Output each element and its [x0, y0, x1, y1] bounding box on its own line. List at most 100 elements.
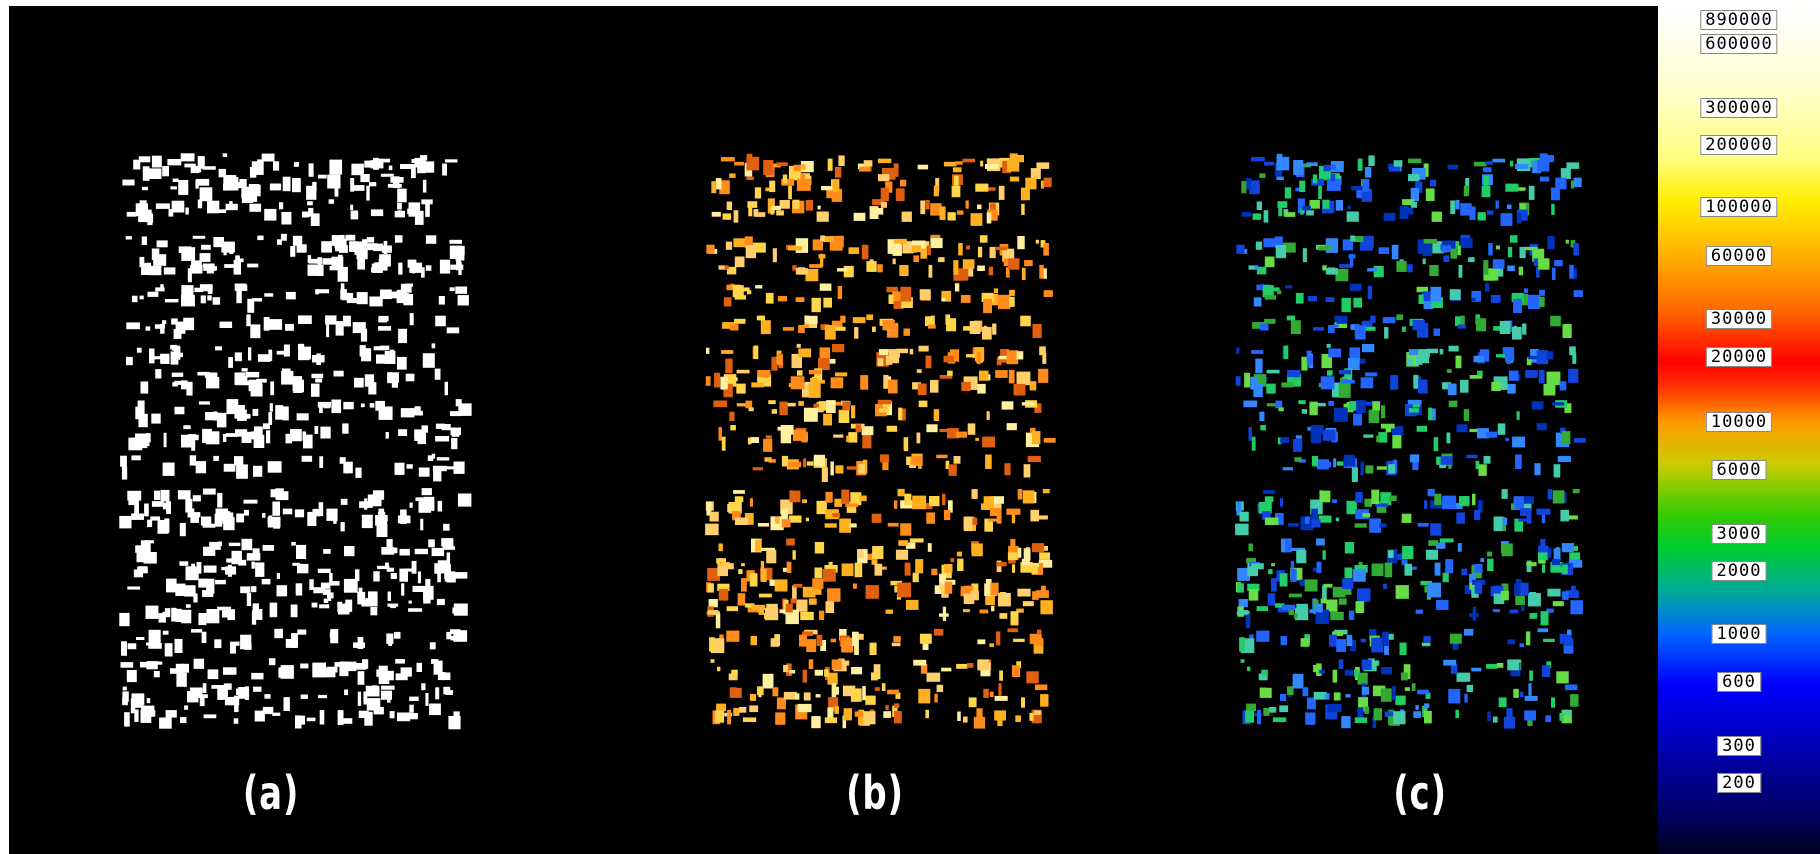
facade-bright-patch — [1373, 708, 1382, 721]
facade-bright-patch — [1239, 511, 1249, 522]
facade-bright-patch — [1436, 456, 1445, 465]
facade-bright-patch — [900, 286, 912, 302]
facade-bright-patch — [1252, 213, 1262, 220]
facade-bright-patch — [788, 515, 802, 523]
facade-bright-patch — [439, 259, 451, 274]
facade-bright-patch — [351, 163, 364, 176]
facade-bright-patch — [252, 603, 259, 614]
facade-bright-patch — [331, 399, 342, 414]
facade-bright-patch — [350, 204, 354, 210]
facade-bright-patch — [1349, 401, 1359, 411]
facade-bright-patch — [195, 461, 207, 474]
facade-bright-patch — [1352, 236, 1364, 243]
facade-bright-patch — [1564, 710, 1571, 715]
panel-a-label: (a) — [242, 766, 300, 820]
facade-bright-patch — [874, 563, 883, 576]
facade-bright-patch — [312, 662, 326, 678]
facade-bright-patch — [437, 569, 441, 583]
facade-bright-patch — [903, 437, 909, 452]
facade-bright-patch — [885, 401, 892, 416]
facade-bright-patch — [307, 201, 313, 206]
facade-bright-patch — [291, 542, 296, 546]
panel-a-binary-image — [119, 153, 472, 730]
facade-bright-patch — [409, 262, 423, 273]
facade-bright-patch — [941, 667, 952, 672]
facade-bright-patch — [191, 436, 196, 451]
facade-bright-patch — [843, 265, 854, 278]
facade-bright-patch — [1453, 502, 1463, 510]
facade-bright-patch — [1326, 343, 1331, 348]
facade-bright-patch — [1354, 325, 1366, 340]
facade-bright-patch — [387, 372, 399, 383]
facade-bright-patch — [334, 187, 339, 197]
facade-bright-patch — [1021, 267, 1026, 280]
facade-bright-patch — [1417, 689, 1429, 695]
facade-bright-patch — [725, 241, 733, 250]
facade-bright-patch — [869, 206, 879, 219]
facade-bright-patch — [996, 357, 1002, 366]
facade-bright-patch — [157, 520, 169, 534]
facade-bright-patch — [819, 401, 829, 411]
facade-bright-patch — [1425, 692, 1431, 699]
facade-bright-patch — [1569, 552, 1580, 560]
facade-bright-patch — [155, 254, 159, 261]
facade-bright-patch — [366, 237, 375, 243]
facade-bright-patch — [171, 318, 178, 325]
facade-bright-patch — [1491, 382, 1501, 391]
facade-bright-patch — [312, 508, 320, 517]
facade-bright-patch — [913, 659, 927, 666]
facade-bright-patch — [1004, 463, 1011, 476]
facade-bright-patch — [1561, 709, 1572, 724]
facade-bright-patch — [1427, 488, 1435, 497]
facade-bright-patch — [835, 372, 848, 377]
colorbar-tick: 60000 — [1705, 246, 1773, 266]
facade-bright-patch — [983, 496, 994, 510]
facade-bright-patch — [394, 235, 403, 243]
facade-bright-patch — [1027, 455, 1041, 463]
facade-bright-patch — [877, 264, 883, 273]
facade-bright-patch — [795, 297, 805, 302]
facade-bright-patch — [1445, 559, 1454, 574]
facade-bright-patch — [366, 185, 370, 201]
facade-bright-patch — [437, 560, 450, 574]
facade-bright-patch — [442, 163, 447, 176]
facade-bright-patch — [800, 611, 814, 621]
facade-bright-patch — [1515, 593, 1525, 606]
facade-bright-patch — [394, 631, 401, 639]
facade-bright-patch — [997, 593, 1011, 607]
facade-bright-patch — [721, 350, 734, 354]
facade-bright-patch — [334, 662, 343, 667]
facade-bright-patch — [357, 636, 364, 649]
facade-bright-patch — [1487, 558, 1494, 572]
facade-bright-patch — [1466, 454, 1478, 459]
facade-bright-patch — [349, 241, 359, 252]
facade-bright-patch — [976, 352, 981, 365]
facade-bright-patch — [918, 688, 931, 704]
facade-bright-patch — [956, 431, 968, 438]
facade-bright-patch — [893, 163, 899, 177]
facade-bright-patch — [786, 561, 792, 573]
facade-bright-patch — [400, 283, 412, 293]
facade-bright-patch — [251, 672, 264, 680]
facade-bright-patch — [1318, 246, 1332, 251]
facade-bright-patch — [822, 569, 836, 582]
facade-bright-patch — [321, 241, 332, 253]
facade-bright-patch — [1278, 407, 1284, 412]
facade-bright-patch — [455, 286, 468, 294]
facade-bright-patch — [1008, 258, 1020, 270]
facade-bright-patch — [1497, 423, 1506, 435]
facade-bright-patch — [429, 642, 436, 650]
facade-bright-patch — [335, 240, 346, 252]
facade-bright-patch — [1460, 234, 1471, 241]
facade-bright-patch — [1043, 438, 1056, 443]
facade-bright-patch — [969, 321, 981, 334]
facade-bright-patch — [1298, 400, 1306, 405]
facade-bright-patch — [360, 174, 370, 183]
facade-bright-patch — [446, 327, 460, 334]
facade-bright-patch — [388, 165, 393, 171]
facade-bright-patch — [297, 563, 309, 574]
facade-bright-patch — [1328, 348, 1342, 358]
facade-bright-patch — [1382, 631, 1389, 646]
facade-bright-patch — [339, 457, 346, 464]
facade-bright-patch — [1277, 201, 1288, 208]
